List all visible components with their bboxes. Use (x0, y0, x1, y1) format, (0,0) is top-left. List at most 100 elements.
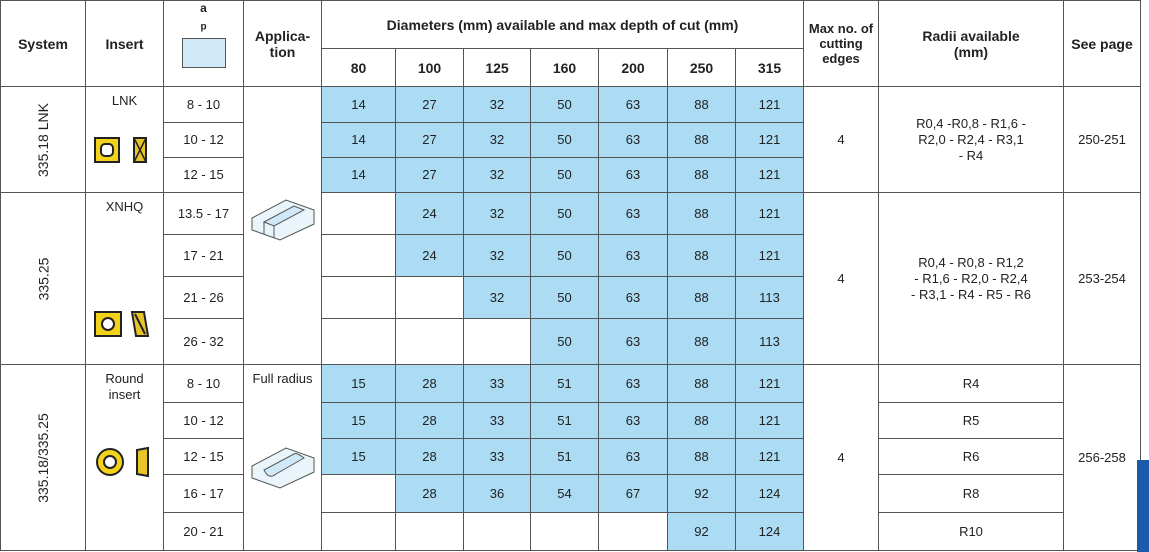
depth-value: 24 (422, 247, 437, 263)
header-cell: System (0, 0, 86, 87)
value-cell: 50 (530, 157, 599, 193)
depth-value: 121 (758, 167, 781, 182)
value-cell: 121 (735, 192, 804, 235)
value-cell: 32 (463, 192, 531, 235)
value-cell (321, 318, 396, 365)
value-cell: 63 (598, 276, 668, 319)
depth-value: 113 (759, 289, 780, 305)
depth-cell: 26 - 32 (163, 318, 244, 365)
system-cell: 335.18 LNK (0, 86, 86, 193)
value-cell: 50 (530, 192, 599, 235)
depth-value: 88 (694, 412, 709, 428)
insert-name: insert (108, 387, 141, 402)
value-cell: 32 (463, 276, 531, 319)
value-cell: 92 (667, 474, 736, 513)
depth-value: 28 (422, 448, 437, 464)
radii-text: - R3,1 - R4 - R5 - R6 (911, 286, 1031, 302)
depth-value: 28 (422, 412, 437, 428)
radii-cell: R5 (878, 402, 1064, 439)
depth-range: 16 - 17 (183, 485, 224, 501)
depth-value: 54 (557, 485, 572, 501)
diameter-header: 100 (395, 48, 464, 87)
value-cell: 28 (395, 402, 464, 439)
depth-value: 88 (694, 205, 709, 221)
depth-range: 20 - 21 (183, 523, 224, 539)
radii-text: - R4 (958, 147, 984, 163)
header-text: Applica- (254, 27, 311, 44)
value-cell: 50 (530, 122, 599, 158)
depth-value: 63 (625, 448, 641, 464)
depth-value: 28 (422, 375, 437, 391)
value-cell: 14 (321, 157, 396, 193)
depth-value: 24 (422, 205, 437, 221)
depth-value: 63 (625, 96, 641, 112)
depth-value: 15 (351, 448, 366, 464)
side-tab (1137, 460, 1149, 552)
depth-value: 51 (557, 448, 572, 464)
radii-text: R5 (962, 412, 980, 428)
value-cell: 88 (667, 438, 736, 475)
value-cell: 92 (667, 512, 736, 551)
diameter-header: 160 (530, 48, 599, 87)
depth-value: 88 (694, 333, 709, 349)
depth-cell: 8 - 10 (163, 364, 244, 403)
depth-value: 27 (422, 132, 437, 147)
depth-range: 8 - 10 (186, 96, 221, 112)
depth-value: 51 (557, 375, 572, 391)
value-cell: 88 (667, 122, 736, 158)
value-cell: 88 (667, 234, 736, 277)
diameter: 200 (621, 59, 645, 76)
depth-value: 124 (758, 523, 781, 539)
depth-value: 51 (557, 412, 572, 428)
value-cell: 121 (735, 438, 804, 475)
value-cell: 24 (395, 234, 464, 277)
diameter: 250 (689, 59, 714, 76)
edges-value: 4 (837, 449, 845, 465)
value-cell: 63 (598, 364, 668, 403)
value-cell: 121 (735, 157, 804, 193)
page-cell: 253-254 (1063, 192, 1141, 365)
value-cell: 63 (598, 122, 668, 158)
depth-value: 32 (489, 96, 505, 112)
depth-value: 88 (694, 247, 709, 263)
page-ref: 253-254 (1078, 270, 1126, 286)
depth-value: 124 (758, 485, 781, 501)
system-name: 335.18 LNK (34, 102, 51, 177)
edges-cell: 4 (803, 364, 879, 551)
value-cell: 88 (667, 364, 736, 403)
depth-range: 13.5 - 17 (177, 205, 230, 221)
value-cell: 63 (598, 318, 668, 365)
radii-cell: R0,4 - R0,8 - R1,2- R1,6 - R2,0 - R2,4- … (878, 192, 1064, 365)
depth-range: 10 - 12 (183, 412, 224, 428)
depth-value: 32 (489, 132, 505, 147)
depth-value: 32 (489, 289, 505, 305)
page-cell: 256-258 (1063, 364, 1141, 551)
application-text: Full radius (252, 371, 313, 386)
depth-cell: 13.5 - 17 (163, 192, 244, 235)
depth-cell: 12 - 15 (163, 157, 244, 193)
depth-value: 88 (694, 289, 709, 305)
depth-value: 88 (694, 375, 709, 391)
depth-value: 50 (557, 247, 572, 263)
depth-value: 63 (625, 247, 641, 263)
depth-value: 121 (758, 412, 781, 428)
value-cell: 121 (735, 234, 804, 277)
value-cell: 88 (667, 157, 736, 193)
depth-diagram (181, 38, 226, 69)
depth-cell: 16 - 17 (163, 474, 244, 513)
diameter: 315 (757, 59, 782, 76)
header-text: System (18, 35, 68, 52)
value-cell: 121 (735, 402, 804, 439)
radii-cell: R10 (878, 512, 1064, 551)
radii-text: R0,4 - R0,8 - R1,2 (918, 254, 1024, 270)
insert-name: Round (105, 371, 144, 386)
value-cell (321, 474, 396, 513)
value-cell: 121 (735, 122, 804, 158)
header-text: edges (822, 51, 860, 66)
depth-cell: 10 - 12 (163, 122, 244, 158)
edges-value: 4 (837, 270, 845, 286)
value-cell: 51 (530, 438, 599, 475)
